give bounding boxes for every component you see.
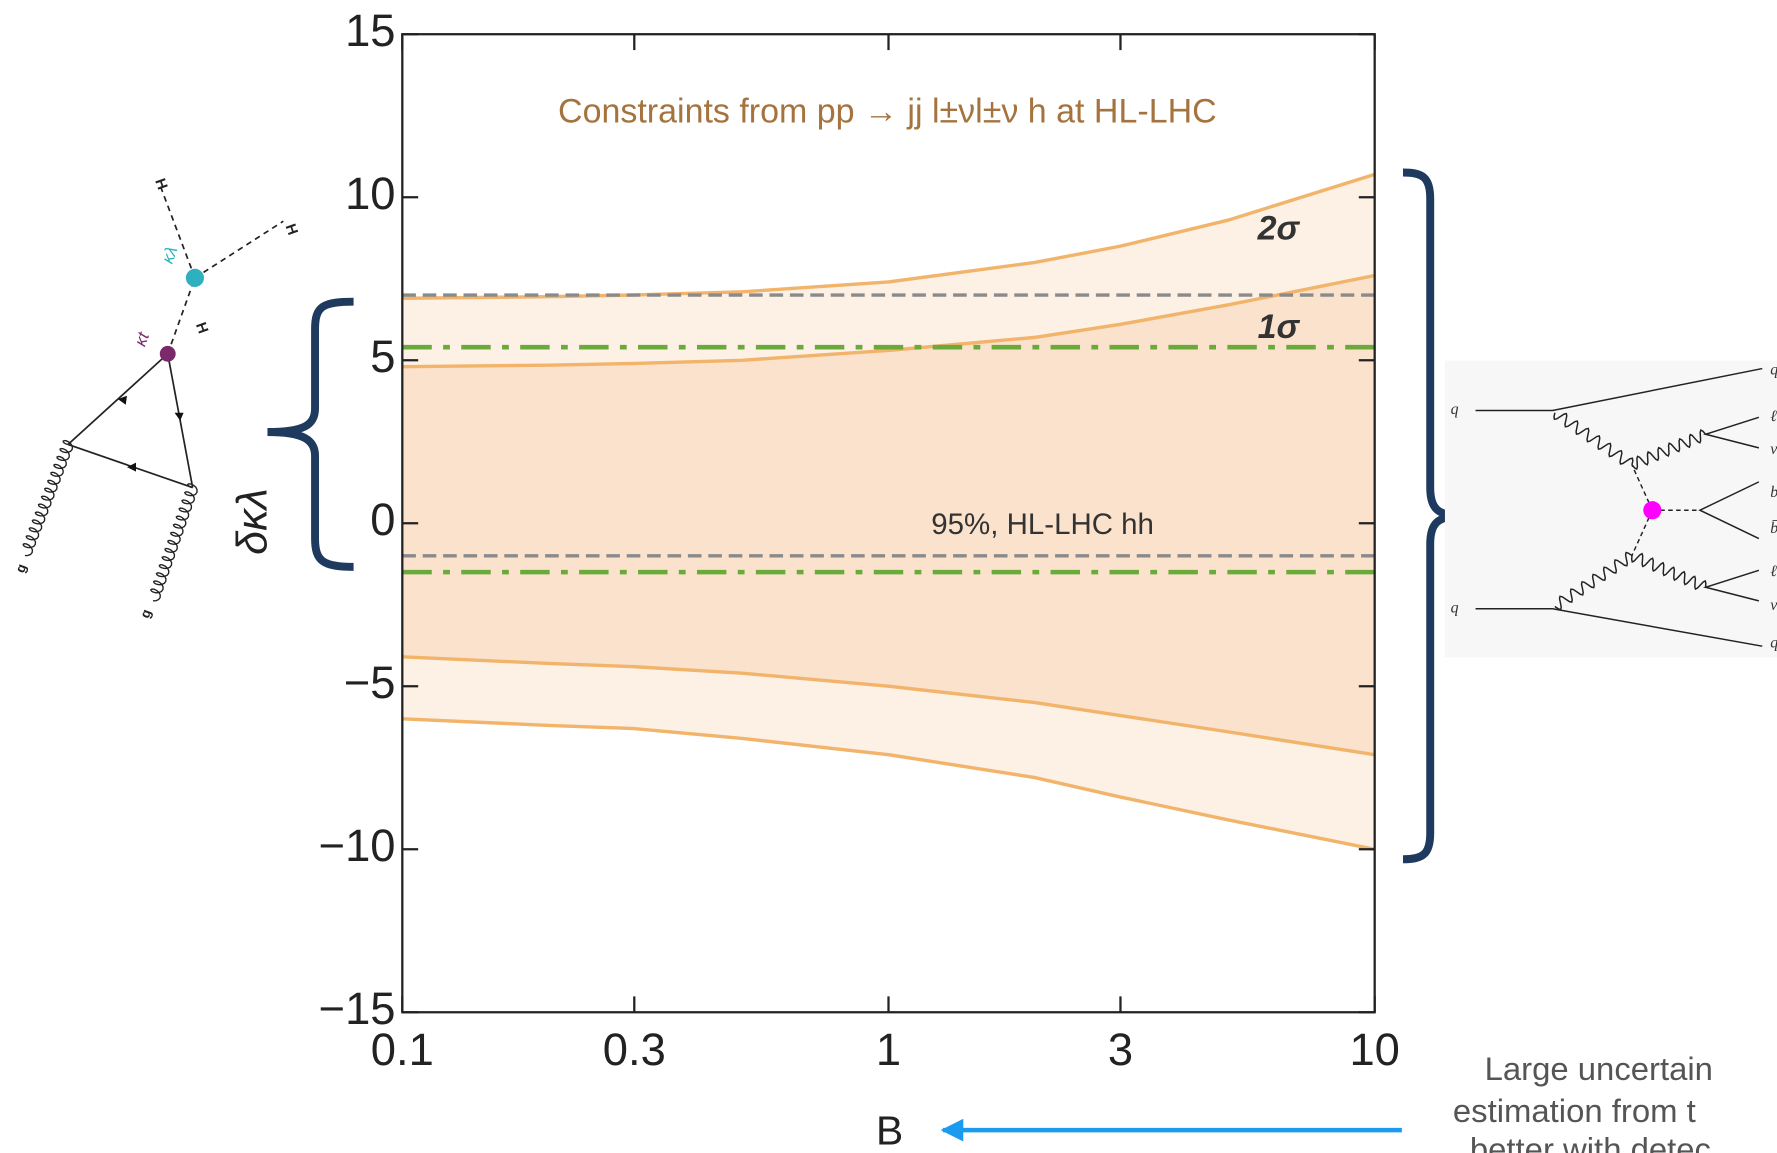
x-tick-label: 0.3	[603, 1024, 666, 1075]
note-line: estimation from t	[1453, 1092, 1696, 1129]
diagram-label: q	[1770, 635, 1777, 652]
higgs-line	[166, 277, 196, 355]
x-axis-label: B	[876, 1107, 903, 1153]
w-boson-line	[1553, 412, 1634, 466]
diagram-label: q	[1770, 361, 1777, 378]
diagram-label: b̄	[1770, 520, 1777, 537]
diagram-label: κλ	[158, 244, 182, 266]
quark-line	[1698, 481, 1760, 540]
x-tick-label: 10	[1349, 1024, 1399, 1075]
feynman-diagram: H H H κλ κt g g	[12, 177, 300, 621]
y-tick-label: −5	[344, 657, 396, 708]
higgs-line	[157, 181, 196, 279]
gluon-line	[149, 483, 198, 602]
diagram-label: q	[1451, 599, 1459, 616]
annotation: 1σ	[1258, 308, 1301, 346]
diagram-label: q	[1451, 401, 1459, 418]
annotation: 95%, HL-LHC hh	[931, 508, 1154, 541]
note-line: Large uncertain	[1485, 1050, 1713, 1087]
band-edge	[402, 655, 1375, 757]
higgs-line	[194, 220, 284, 279]
diagram-label: b	[1770, 484, 1777, 501]
y-tick-label: 0	[370, 494, 395, 545]
vertex	[1643, 501, 1662, 520]
chart-title: Constraints from pp → jj l±νl±ν h at HL-…	[558, 93, 1217, 131]
w-boson-line	[1631, 429, 1707, 471]
vertex	[185, 268, 204, 287]
diagram-label: H	[192, 320, 211, 335]
x-tick-label: 3	[1108, 1024, 1133, 1075]
confidence-band	[402, 275, 1375, 755]
feynman-diagram: qqℓνbb̄ℓνqq	[1444, 360, 1777, 658]
plot: 15 10 5 0 −5 −10 −150.1 0.3 1 3 10	[319, 5, 1400, 1075]
x-tick-label: 0.1	[371, 1024, 434, 1075]
arrow-head	[117, 395, 184, 472]
quark-line	[1475, 367, 1763, 412]
annotation: 2σ	[1257, 209, 1301, 247]
diagram-label: H	[151, 177, 170, 192]
band-edge	[402, 273, 1376, 369]
y-tick-label: −10	[319, 820, 396, 871]
note-line: better with detec	[1470, 1130, 1711, 1153]
diagram-label: ℓ	[1770, 563, 1777, 580]
quark-line	[1475, 608, 1763, 647]
diagram-label: g	[12, 562, 29, 575]
y-axis-label: δκλ	[228, 488, 276, 555]
diagram-label: H	[282, 222, 301, 237]
x-tick-label: 1	[876, 1024, 901, 1075]
diagram-label: ν	[1770, 441, 1777, 458]
diagram-label: κt	[131, 329, 154, 349]
y-tick-label: 5	[370, 331, 395, 382]
diagram-label: ℓ	[1770, 408, 1777, 425]
diagram-label: ν	[1770, 597, 1777, 614]
y-tick-label: 10	[345, 168, 395, 219]
w-boson-line	[1630, 552, 1707, 591]
y-tick-label: 15	[345, 5, 395, 56]
bracket	[267, 297, 354, 571]
diagram-label: g	[137, 607, 154, 620]
band-edge	[402, 717, 1376, 851]
diagram-background	[1444, 360, 1777, 658]
y-tick-label: −15	[319, 983, 396, 1034]
vertex	[159, 345, 176, 362]
w-boson-line	[1554, 551, 1633, 611]
gluon-line	[22, 439, 74, 557]
